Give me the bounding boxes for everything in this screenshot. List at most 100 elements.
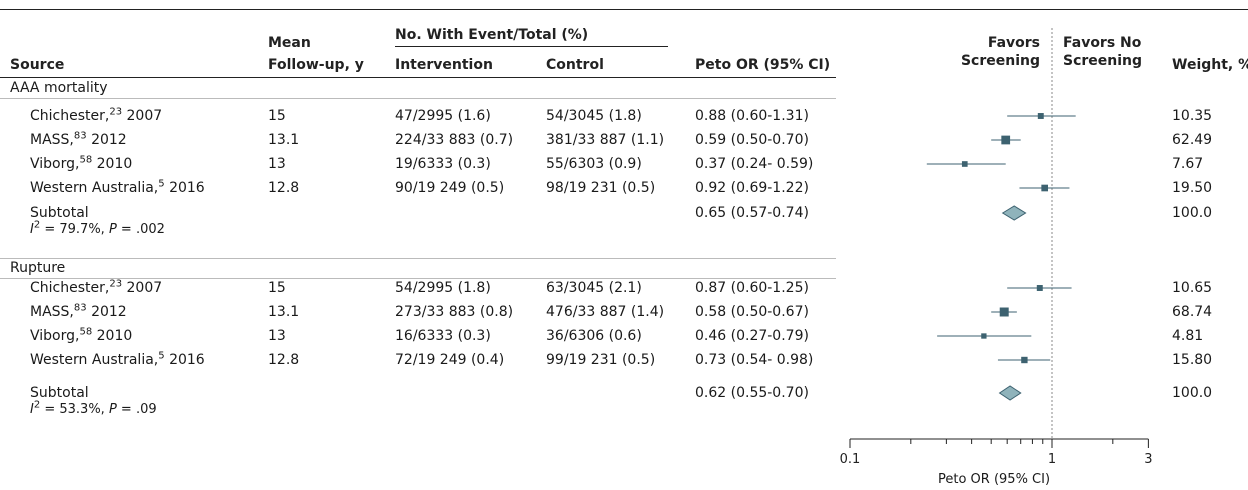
row-followup: 13 (268, 156, 286, 172)
header-followup-line1: Mean (268, 35, 311, 51)
section-rule (0, 258, 836, 259)
p-label: P (108, 402, 117, 417)
source-year: 2016 (164, 352, 205, 368)
row-intervention: 54/2995 (1.8) (395, 280, 491, 296)
subtotal-label: Subtotal (30, 385, 89, 401)
source-name: Viborg, (30, 156, 80, 172)
x-tick-label: 3 (1144, 452, 1152, 467)
study-marker (981, 333, 987, 339)
source-year: 2007 (122, 280, 163, 296)
row-intervention: 19/6333 (0.3) (395, 156, 491, 172)
reference-number: 58 (79, 326, 93, 338)
header-events: No. With Event/Total (%) (395, 27, 589, 43)
reference-number: 5 (158, 350, 165, 362)
row-or: 0.59 (0.50-0.70) (695, 132, 809, 148)
study-marker (1001, 135, 1011, 145)
top-rule (0, 9, 1248, 10)
source-year: 2012 (86, 304, 127, 320)
reference-number: 83 (73, 130, 87, 142)
row-control: 36/6306 (0.6) (546, 328, 642, 344)
header-or: Peto OR (95% CI) (695, 57, 831, 73)
reference-number: 5 (158, 178, 165, 190)
row-weight: 7.67 (1172, 156, 1204, 172)
row-source: Viborg,58 2010 (30, 326, 133, 344)
row-control: 63/3045 (2.1) (546, 280, 642, 296)
row-control: 54/3045 (1.8) (546, 108, 642, 124)
source-year: 2016 (164, 180, 205, 196)
header-events-rule (395, 46, 668, 47)
study-marker (1036, 285, 1043, 291)
row-source: Western Australia,5 2016 (30, 350, 205, 368)
i2-value: = 79.7%, (40, 222, 109, 237)
group-title: Rupture (10, 260, 66, 276)
group-title: AAA mortality (10, 80, 108, 96)
reference-number: 23 (109, 106, 123, 118)
x-axis-label: Peto OR (95% CI) (938, 472, 1051, 487)
row-followup: 13.1 (268, 132, 300, 148)
i2-value: = 53.3%, (40, 402, 109, 417)
study-marker (961, 161, 968, 167)
subtotal-label: Subtotal (30, 205, 89, 221)
source-name: MASS, (30, 132, 74, 148)
row-weight: 19.50 (1172, 180, 1213, 196)
header-followup-line2: Follow-up, y (268, 57, 364, 73)
reference-number: 83 (73, 302, 87, 314)
reference-number: 58 (79, 154, 93, 166)
study-marker (1037, 113, 1044, 119)
header-favors-right-line1: Favors No (1063, 35, 1142, 51)
row-followup: 13 (268, 328, 286, 344)
x-tick-label: 0.1 (840, 452, 861, 467)
source-name: Western Australia, (30, 352, 159, 368)
row-control: 55/6303 (0.9) (546, 156, 642, 172)
study-marker (999, 307, 1009, 317)
source-name: Viborg, (30, 328, 80, 344)
row-or: 0.92 (0.69-1.22) (695, 180, 809, 196)
row-followup: 13.1 (268, 304, 300, 320)
study-marker (1021, 356, 1028, 364)
subtotal-diamond (1001, 205, 1027, 221)
row-intervention: 273/33 883 (0.8) (395, 304, 514, 320)
source-name: Chichester, (30, 108, 110, 124)
header-rule (0, 77, 836, 78)
row-weight: 15.80 (1172, 352, 1213, 368)
reference-number: 23 (109, 278, 123, 290)
row-control: 98/19 231 (0.5) (546, 180, 656, 196)
row-or: 0.37 (0.24- 0.59) (695, 156, 814, 172)
row-source: Chichester,23 2007 (30, 106, 163, 124)
row-or: 0.87 (0.60-1.25) (695, 280, 809, 296)
section-rule (0, 98, 836, 99)
i2-superscript: 2 (33, 399, 41, 411)
i2-label: I (30, 222, 34, 237)
row-intervention: 224/33 883 (0.7) (395, 132, 514, 148)
subtotal-weight: 100.0 (1172, 205, 1213, 221)
row-source: Chichester,23 2007 (30, 278, 163, 296)
row-or: 0.73 (0.54- 0.98) (695, 352, 814, 368)
row-weight: 62.49 (1172, 132, 1213, 148)
row-source: MASS,83 2012 (30, 302, 127, 320)
source-year: 2007 (122, 108, 163, 124)
header-weight: Weight, % (1172, 57, 1248, 73)
row-source: Western Australia,5 2016 (30, 178, 205, 196)
subtotal-or: 0.65 (0.57-0.74) (695, 205, 809, 221)
x-tick-label: 1 (1048, 452, 1056, 467)
row-intervention: 72/19 249 (0.4) (395, 352, 505, 368)
heterogeneity-stats: I2 = 79.7%, P = .002 (30, 220, 165, 238)
row-followup: 12.8 (268, 352, 300, 368)
row-intervention: 47/2995 (1.6) (395, 108, 491, 124)
header-favors-left-line1: Favors (987, 35, 1040, 51)
row-intervention: 16/6333 (0.3) (395, 328, 491, 344)
row-weight: 4.81 (1172, 328, 1204, 344)
subtotal-or: 0.62 (0.55-0.70) (695, 385, 809, 401)
source-year: 2010 (92, 328, 133, 344)
row-control: 476/33 887 (1.4) (546, 304, 665, 320)
row-weight: 10.35 (1172, 108, 1213, 124)
row-intervention: 90/19 249 (0.5) (395, 180, 505, 196)
row-source: Viborg,58 2010 (30, 154, 132, 172)
row-weight: 68.74 (1172, 304, 1213, 320)
row-or: 0.88 (0.60-1.31) (695, 108, 809, 124)
header-control: Control (546, 57, 604, 73)
row-control: 381/33 887 (1.1) (546, 132, 665, 148)
row-weight: 10.65 (1172, 280, 1213, 296)
p-value: = .09 (116, 402, 157, 417)
